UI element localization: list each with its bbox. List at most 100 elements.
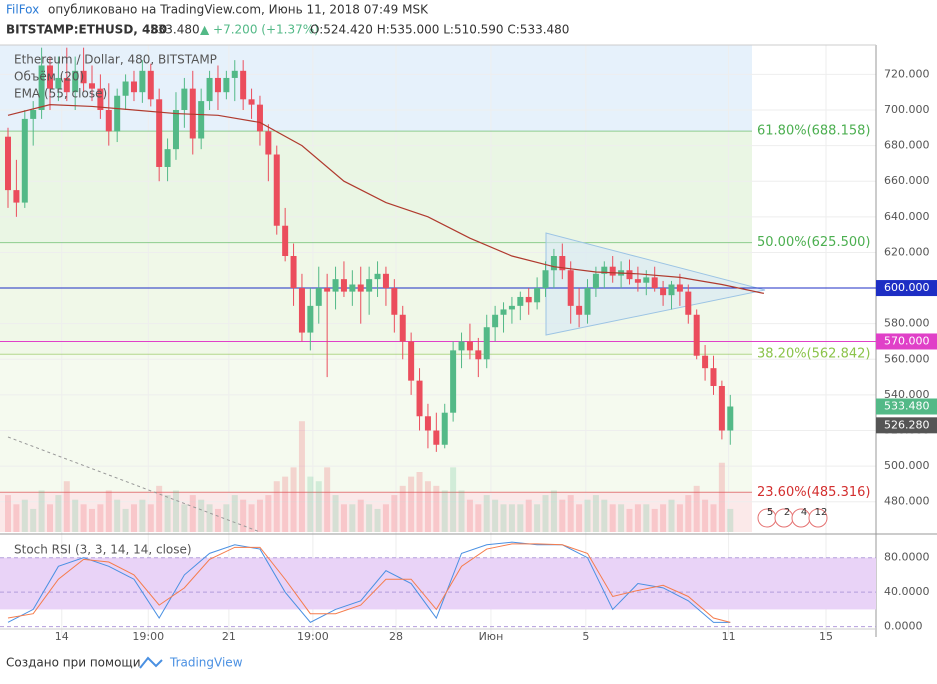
y-tick-label: 560.000 (884, 352, 930, 365)
volume-bar (626, 508, 633, 532)
volume-bar (30, 508, 37, 532)
candle-body (172, 109, 179, 150)
candle-body (298, 288, 305, 333)
stoch-band (0, 557, 876, 610)
candle-body (693, 314, 700, 356)
candle-body (550, 256, 557, 271)
candle-body (88, 83, 95, 89)
volume-bar (382, 504, 389, 532)
x-tick-label: 14 (55, 630, 69, 643)
volume-bar (517, 504, 524, 532)
candle-body (441, 412, 448, 445)
candle-body (517, 296, 524, 306)
y-tick-label: 680.000 (884, 139, 930, 152)
candle-body (542, 270, 549, 289)
ohlc: O:524.420 H:535.000 L:510.590 C:533.480 (310, 23, 569, 37)
candle-body (500, 309, 507, 315)
volume-bar (198, 499, 205, 532)
candle-body (424, 416, 431, 431)
candle-body (466, 341, 473, 351)
candle-body (307, 305, 314, 333)
volume-bar (466, 499, 473, 532)
candle-body (265, 131, 272, 155)
volume-bar (46, 504, 53, 532)
volume-bar (38, 490, 45, 532)
candle-body (315, 288, 322, 306)
candle-body (181, 88, 188, 110)
x-tick-label: 19:00 (297, 630, 329, 643)
candle-body (584, 288, 591, 315)
volume-bar (450, 467, 457, 532)
stoch-k (7, 541, 731, 623)
volume-bar (122, 508, 129, 532)
volume-bar (340, 504, 347, 532)
candle-body (718, 385, 725, 431)
price-tag-label: 570.000 (884, 334, 930, 347)
volume-bar (542, 495, 549, 532)
candle-body (80, 70, 87, 84)
candle-body (660, 288, 667, 296)
candle-body (21, 118, 28, 203)
volume-bar (584, 499, 591, 532)
fib-label: 61.80%(688.158) (757, 124, 870, 139)
candle-body (651, 277, 658, 289)
volume-bar (349, 504, 356, 532)
volume-bar (727, 508, 734, 532)
volume-bar (223, 504, 230, 532)
volume-bar (5, 495, 11, 532)
volume-bar (240, 499, 247, 532)
volume-bar (298, 421, 305, 532)
candle-body (324, 288, 331, 292)
volume-bar (366, 504, 373, 532)
volume-bar (550, 490, 557, 532)
price-tag (876, 280, 937, 297)
volume-bar (80, 504, 87, 532)
volume-bar (156, 485, 163, 532)
volume-bar (332, 495, 339, 532)
last: 533.480 (150, 23, 200, 37)
volume-bar (72, 499, 79, 532)
fib-zone (0, 354, 752, 493)
candle-body (408, 341, 415, 381)
volume-bar (374, 508, 381, 532)
volume-bar (601, 499, 608, 532)
volume-bar (21, 499, 28, 532)
candle-body (559, 256, 566, 271)
brand: TradingView (169, 656, 243, 670)
volume-bar (130, 504, 137, 532)
volume-bar (13, 504, 20, 532)
candle-body (492, 314, 499, 328)
stoch-d (7, 543, 731, 623)
candle-body (357, 284, 364, 292)
fib-label: 50.00%(625.500) (757, 235, 870, 250)
volume-bar (248, 504, 255, 532)
event-icon (808, 508, 828, 528)
event-label: 5 (767, 507, 773, 518)
volume-bar (114, 499, 121, 532)
candle-body (685, 291, 692, 315)
volume-bar (643, 504, 650, 532)
volume-bar (307, 476, 314, 532)
candle-body (38, 65, 45, 110)
logo (139, 656, 163, 669)
x-tick-label: 28 (389, 630, 403, 643)
price-tag-label: 533.480 (884, 400, 930, 413)
x-tick-label: 21 (222, 630, 236, 643)
candle-body (223, 77, 230, 93)
volume-bar (424, 481, 431, 532)
volume-bar (181, 504, 188, 532)
candle-body (475, 350, 482, 360)
volume-bar (189, 495, 196, 532)
volume-bar (139, 499, 146, 532)
publisher: FilFox (6, 3, 39, 17)
volume-bar (88, 508, 95, 532)
candle-body (626, 270, 633, 280)
candle-body (567, 270, 574, 306)
fib-zone (0, 492, 752, 532)
volume-bar (634, 504, 641, 532)
y-tick-label: 620.000 (884, 245, 930, 258)
volume-bar (441, 490, 448, 532)
candle-body (458, 341, 465, 351)
price-tag-label: 526.280 (884, 418, 930, 431)
